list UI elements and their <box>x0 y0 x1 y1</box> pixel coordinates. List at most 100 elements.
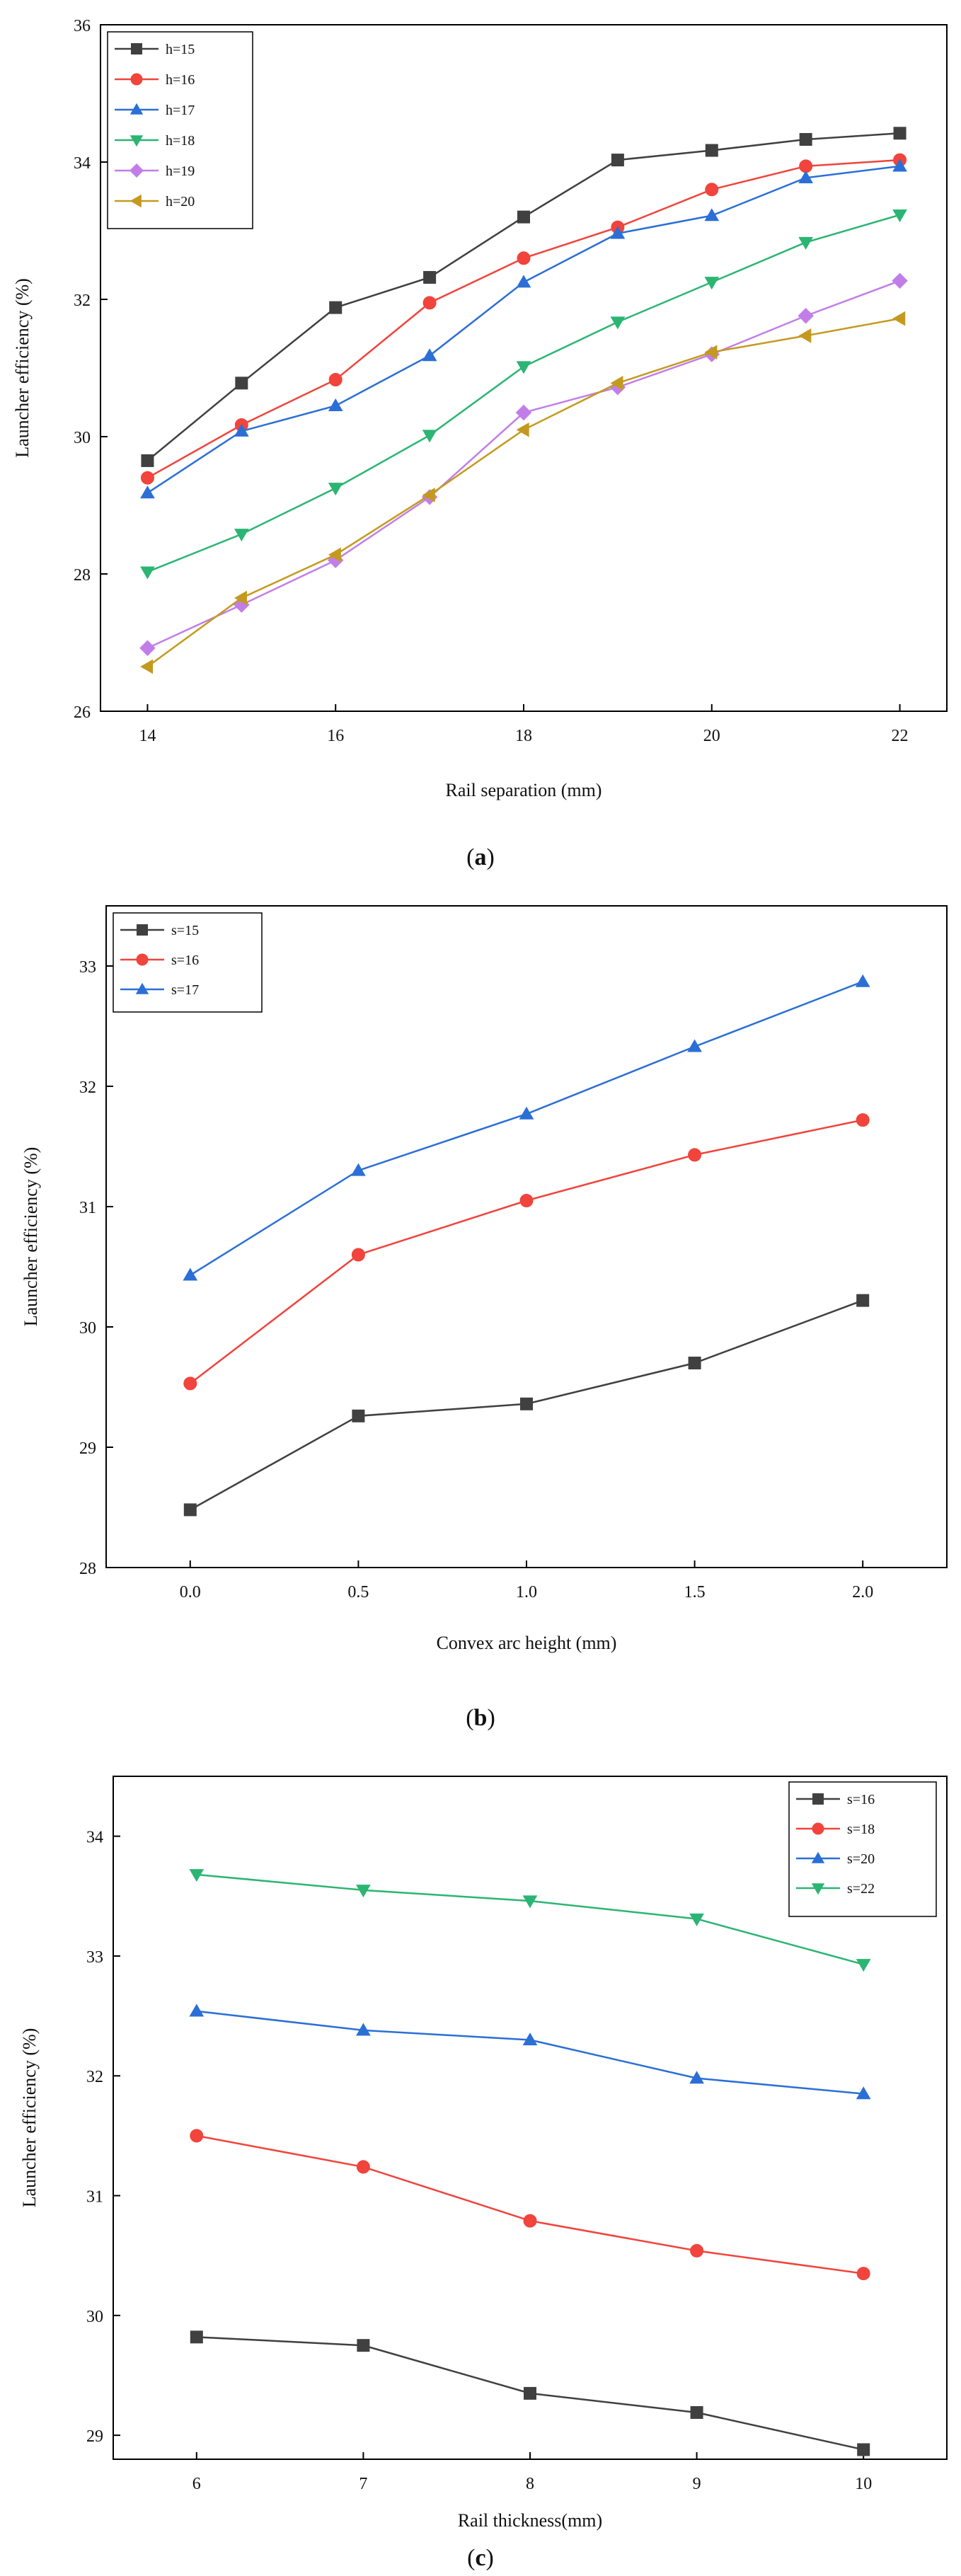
series-s=20 <box>189 2003 871 2100</box>
legend-label: s=22 <box>847 1881 875 1897</box>
data-point <box>351 1248 365 1262</box>
data-point <box>141 454 154 467</box>
x-tick-label: 16 <box>327 727 344 745</box>
data-point <box>893 127 907 140</box>
caption-letter: c <box>475 2545 485 2571</box>
data-point <box>610 375 623 391</box>
x-tick-label: 0.0 <box>180 1583 201 1602</box>
y-tick-label: 36 <box>74 17 91 35</box>
series-s=16 <box>190 2330 870 2456</box>
legend-box <box>107 31 253 229</box>
legend-marker <box>130 73 143 86</box>
data-point <box>687 1039 702 1052</box>
data-point <box>798 308 814 324</box>
data-point <box>523 2214 537 2228</box>
legend-marker <box>131 43 142 54</box>
data-point <box>798 236 814 250</box>
data-point <box>140 471 154 485</box>
panel-caption: (b) <box>466 1705 495 1731</box>
y-tick-label: 26 <box>74 703 91 722</box>
legend-label: h=20 <box>166 194 195 209</box>
data-point <box>140 485 155 499</box>
data-point <box>140 566 155 580</box>
series-line <box>196 1873 864 1966</box>
data-point <box>519 1194 534 1207</box>
series-s=17 <box>183 974 870 1281</box>
legend-marker <box>136 953 149 966</box>
series-line <box>196 2010 864 2095</box>
data-point <box>690 2405 703 2419</box>
data-point <box>704 277 720 290</box>
caption-letter: b <box>474 1705 488 1731</box>
legend-marker <box>130 135 144 147</box>
legend: s=16 s=18 s=20 s=22 <box>788 1781 937 1917</box>
data-point <box>690 2243 704 2258</box>
data-point <box>515 404 532 421</box>
data-point <box>356 1885 371 1898</box>
data-point <box>356 2023 371 2036</box>
data-point <box>688 1148 702 1162</box>
y-tick-label: 29 <box>79 1439 96 1458</box>
data-point <box>517 251 531 265</box>
x-tick-label: 6 <box>192 2475 201 2493</box>
data-point <box>892 272 908 289</box>
series-line <box>190 980 863 1276</box>
data-point <box>856 2267 870 2281</box>
data-point <box>798 328 812 343</box>
data-point <box>357 2339 370 2352</box>
data-point <box>190 2330 203 2344</box>
y-tick-label: 33 <box>79 958 96 977</box>
data-point <box>183 1376 197 1391</box>
data-point <box>352 1409 365 1422</box>
x-tick-label: 20 <box>703 727 720 745</box>
legend-marker <box>130 194 142 208</box>
data-point <box>190 2129 204 2143</box>
legend-marker <box>812 1793 824 1805</box>
data-point <box>524 2386 536 2400</box>
series-line <box>196 2134 864 2275</box>
legend-label: h=15 <box>166 42 195 57</box>
data-point <box>139 640 156 657</box>
data-point <box>799 132 812 146</box>
legend-marker <box>130 103 144 115</box>
data-point <box>328 483 343 496</box>
data-point <box>516 422 529 437</box>
series-s=15 <box>183 1294 870 1517</box>
y-tick-label: 34 <box>74 154 91 173</box>
series-h=15 <box>141 127 907 467</box>
data-point <box>517 210 530 224</box>
data-point <box>856 1959 871 1972</box>
x-tick-label: 2.0 <box>852 1583 873 1602</box>
data-point <box>856 2086 871 2100</box>
chart-panel-c: 6 7 8 9 10 29 30 31 32 33 34 Rail thickness(mm) Laun… <box>19 1776 948 2571</box>
data-point <box>689 2071 704 2084</box>
data-point <box>892 159 907 172</box>
data-point <box>356 2160 370 2174</box>
legend-marker <box>135 982 149 994</box>
data-point <box>689 1913 704 1926</box>
legend-marker <box>130 163 144 178</box>
data-point <box>328 372 343 386</box>
data-point <box>422 430 437 443</box>
data-point <box>522 1895 538 1909</box>
data-point <box>140 659 154 674</box>
x-axis-title: Rail thickness(mm) <box>458 2510 602 2531</box>
data-point <box>516 361 531 374</box>
data-point <box>235 376 248 390</box>
x-tick-label: 1.0 <box>516 1583 537 1602</box>
data-point <box>857 2443 870 2456</box>
legend-label: h=18 <box>166 133 195 149</box>
data-point <box>422 348 437 362</box>
legend-label: s=16 <box>847 1792 875 1807</box>
y-axis-title: Launcher efficiency (%) <box>21 1147 41 1327</box>
y-tick-label: 33 <box>86 1948 103 1967</box>
legend-marker <box>811 1851 825 1863</box>
legend-marker <box>137 924 148 936</box>
y-tick-label: 31 <box>86 2188 103 2207</box>
x-tick-label: 14 <box>139 727 156 745</box>
data-point <box>329 301 343 314</box>
chart-panel-a: 14 16 18 20 22 26 28 30 32 34 36 Rail separation (m… <box>12 17 948 870</box>
data-point <box>516 275 531 288</box>
legend-label: s=20 <box>847 1851 875 1867</box>
caption-close: ) <box>486 2545 494 2571</box>
